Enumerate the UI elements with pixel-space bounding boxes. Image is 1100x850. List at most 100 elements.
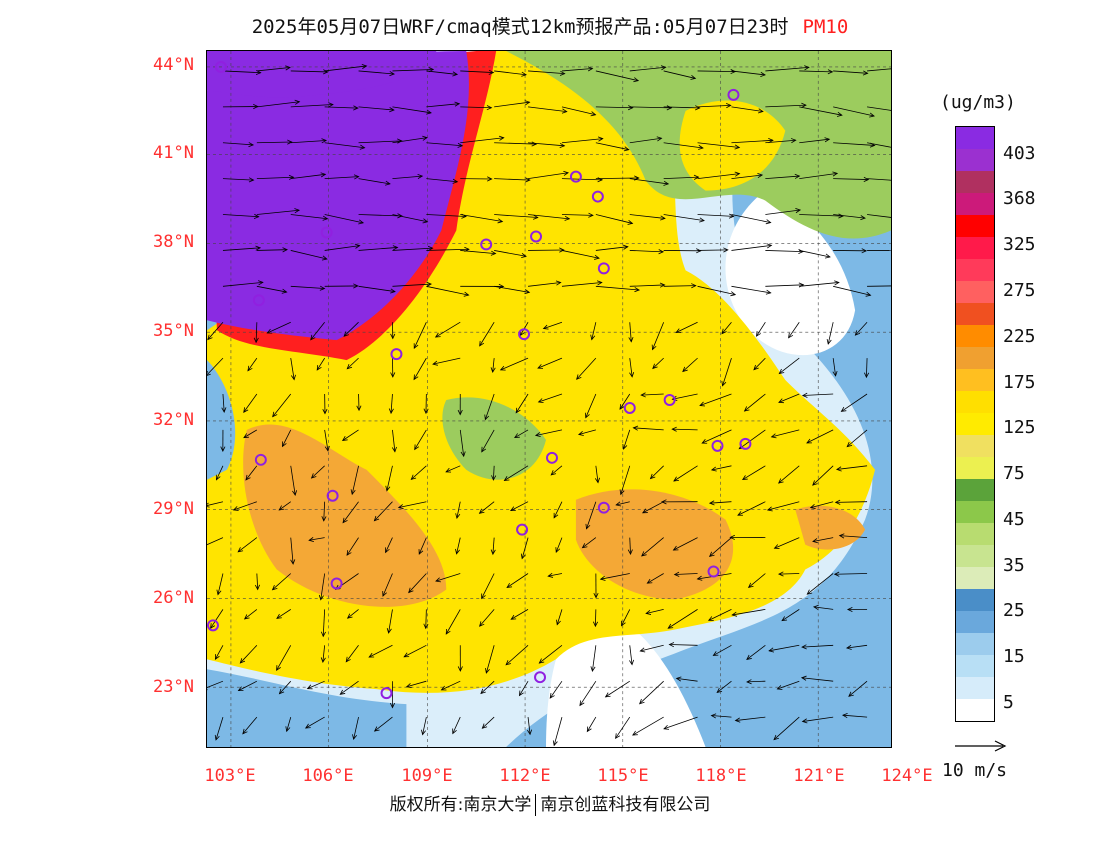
wind-vector <box>392 281 432 287</box>
wind-vector <box>673 571 698 577</box>
wind-vector <box>308 537 325 543</box>
wind-vector <box>799 69 834 75</box>
wind-vector <box>350 465 359 496</box>
colorbar-swatch <box>956 501 994 523</box>
wind-vector <box>629 105 673 111</box>
cbar-label-45: 45 <box>1003 509 1025 530</box>
colorbar-swatch <box>956 523 994 545</box>
wind-vector <box>385 537 393 554</box>
wind-vector <box>460 176 493 182</box>
wind-vector <box>801 716 834 724</box>
wind-vector <box>457 394 463 416</box>
wind-vector <box>579 680 597 707</box>
wind-vector <box>867 250 891 251</box>
wind-vector <box>207 321 224 341</box>
wind-vector <box>812 465 834 486</box>
wind-vector <box>518 680 529 697</box>
wind-vector <box>646 573 664 584</box>
wind-vector <box>649 465 664 480</box>
wind-vector <box>595 285 640 293</box>
wind-vector <box>510 501 529 512</box>
wind-vector <box>214 645 224 660</box>
wind-vector <box>494 177 531 183</box>
wind-vector <box>765 65 810 72</box>
wind-vector <box>632 425 664 431</box>
wind-vector <box>627 537 633 556</box>
wind-vector <box>290 358 296 381</box>
wind-vector <box>776 680 800 690</box>
wind-vector <box>577 429 596 436</box>
city-marker <box>546 451 558 464</box>
wind-vector <box>506 573 529 589</box>
wind-vector <box>290 250 328 261</box>
wind-vector <box>392 135 428 144</box>
wind-vector <box>833 214 866 221</box>
wind-vector <box>731 285 772 295</box>
wind-vector <box>324 243 361 251</box>
wind-vector <box>247 357 258 372</box>
wind-vector <box>639 680 664 705</box>
wind-vector <box>272 393 292 418</box>
wind-vector <box>561 212 594 218</box>
grid-lines <box>207 51 891 747</box>
wind-vector <box>778 571 800 577</box>
wind-vector <box>304 716 325 729</box>
lon-label-121: 121°E <box>793 766 845 786</box>
wind-vector <box>737 501 766 516</box>
wind-vector <box>435 573 461 583</box>
wind-vector <box>460 69 495 75</box>
wind-vector <box>232 501 257 511</box>
wind-vector <box>528 142 566 148</box>
wind-vector <box>413 357 427 381</box>
wind-vector <box>590 322 597 341</box>
wind-vector <box>358 285 396 294</box>
lat-label-35: 35°N <box>153 321 194 341</box>
wind-vector <box>799 250 831 259</box>
wind-vector <box>833 285 872 297</box>
wind-vector <box>629 645 635 666</box>
wind-vector <box>806 573 834 595</box>
wind-vector <box>278 680 292 695</box>
wind-vector <box>503 465 529 481</box>
cbar-label-368: 368 <box>1003 188 1036 209</box>
wind-vector <box>833 176 870 182</box>
title-text: 2025年05月07日WRF/cmaq模式12km预报产品:05月07日23时 <box>251 16 789 38</box>
wind-vector <box>781 609 800 622</box>
wind-vector <box>481 429 495 453</box>
wind-vector <box>867 178 891 181</box>
city-marker <box>591 190 604 203</box>
wind-vector <box>413 322 427 350</box>
cbar-label-125: 125 <box>1003 417 1036 438</box>
wind-vector <box>418 537 427 555</box>
wind-vector <box>595 70 640 83</box>
wind-vector <box>460 105 493 111</box>
wind-vector <box>290 69 329 75</box>
wind-vector <box>510 609 529 620</box>
wind-vector <box>391 429 397 453</box>
copyright-right: 南京创蓝科技有限公司 <box>540 795 711 815</box>
wind-vector <box>712 644 732 656</box>
wind-vector <box>373 501 393 522</box>
wind-vector <box>639 644 664 653</box>
wind-vector <box>222 280 264 287</box>
wind-vector <box>741 465 766 481</box>
lat-label-38: 38°N <box>153 232 194 252</box>
city-marker <box>214 60 227 73</box>
pm10-map <box>206 50 892 748</box>
city-marker <box>534 671 547 684</box>
wind-vector <box>222 245 262 251</box>
wind-vector <box>479 609 495 627</box>
wind-vector <box>755 322 766 337</box>
wind-vector <box>604 680 630 698</box>
wind-vector <box>322 394 328 415</box>
wind-vector <box>408 573 427 594</box>
colorbar-swatch <box>956 369 994 391</box>
wind-vector <box>358 178 391 186</box>
wind-vector <box>552 716 563 747</box>
cbar-label-25: 25 <box>1003 600 1025 621</box>
wind-vector <box>697 103 732 109</box>
wind-vector <box>440 680 461 691</box>
colorbar-swatch <box>956 435 994 457</box>
wind-vector <box>254 573 260 591</box>
city-marker <box>326 489 339 502</box>
